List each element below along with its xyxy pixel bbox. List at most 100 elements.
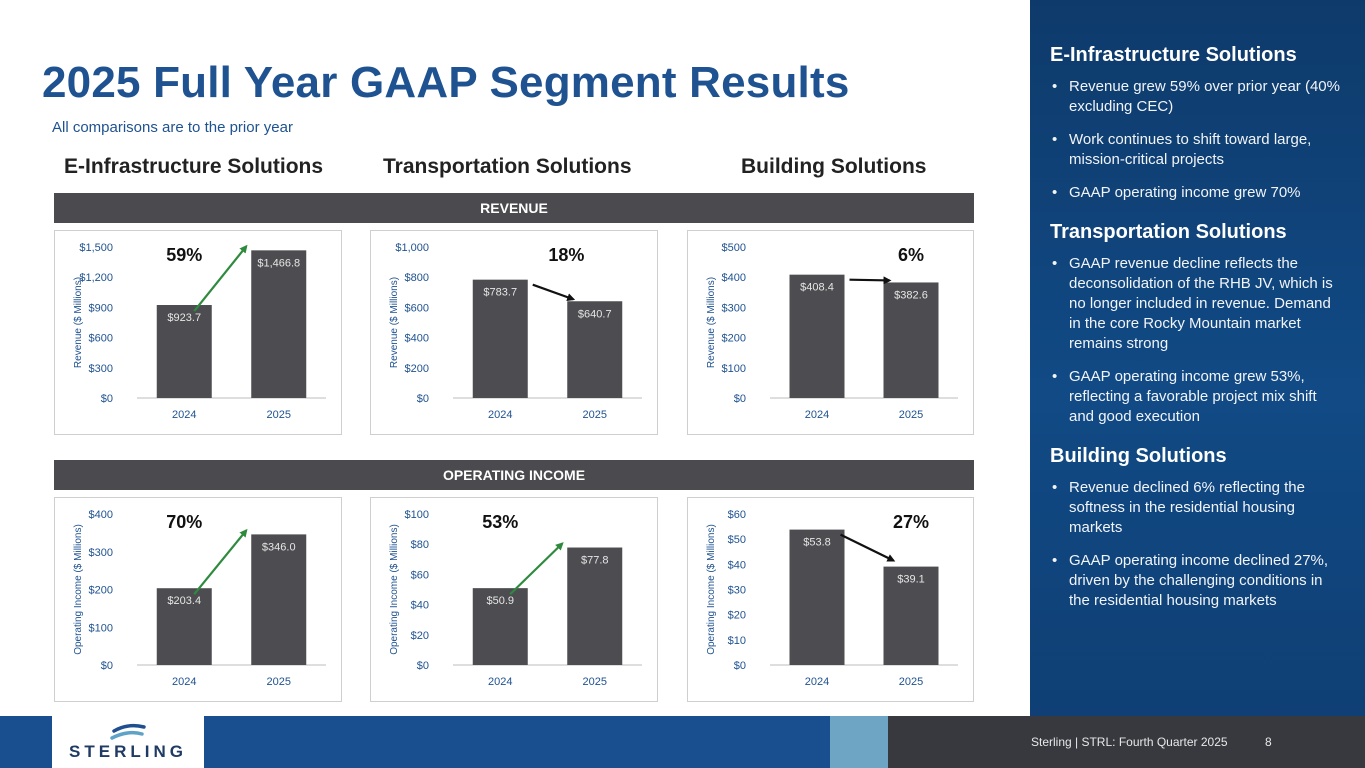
sidebar-bullet: GAAP operating income grew 53%, reflecti… <box>1050 367 1345 427</box>
y-tick-label: $20 <box>411 630 429 642</box>
sidebar-bullet: Work continues to shift toward large, mi… <box>1050 130 1345 170</box>
y-tick-label: $300 <box>89 547 113 559</box>
x-tick-label: 2024 <box>805 409 829 421</box>
y-axis-label: Operating Income ($ Millions) <box>389 524 400 655</box>
footer-bar: STERLING Sterling | STRL: Fourth Quarter… <box>0 716 1365 768</box>
revenue-chart-building: Revenue ($ Millions) $0 $100 $200 $300 $400 $5… <box>687 230 974 435</box>
revenue-band: REVENUE <box>54 193 974 223</box>
data-label-2024: $50.9 <box>486 595 514 607</box>
y-tick-label: $600 <box>405 302 429 314</box>
percent-change-label: 70% <box>166 512 202 532</box>
bar-2025 <box>567 301 623 398</box>
y-tick-label: $300 <box>89 363 113 375</box>
y-tick-label: $200 <box>405 363 429 375</box>
y-tick-label: $100 <box>722 363 746 375</box>
x-tick-label: 2024 <box>488 409 512 421</box>
bar-2024 <box>789 529 845 665</box>
y-tick-label: $900 <box>89 302 113 314</box>
bar-2024 <box>156 588 212 665</box>
revenue-chart-transportation: Revenue ($ Millions) $0 $200 $400 $600 $800 $1… <box>370 230 658 435</box>
sterling-logo: STERLING <box>52 716 204 768</box>
y-axis-label: Revenue ($ Millions) <box>73 277 84 368</box>
y-tick-label: $0 <box>417 660 429 672</box>
revenue-chart-e-infrastructure: Revenue ($ Millions) $0 $300 $600 $900 $1,200… <box>54 230 342 435</box>
increase-arrow <box>193 244 248 312</box>
sidebar-bullet: GAAP operating income declined 27%, driv… <box>1050 551 1345 611</box>
y-axis-label: Revenue ($ Millions) <box>706 277 717 368</box>
commentary-sidebar: E-Infrastructure Solutions Revenue grew … <box>1030 0 1365 716</box>
sidebar-heading: Transportation Solutions <box>1050 221 1287 243</box>
data-label-2025: $39.1 <box>897 574 925 586</box>
y-tick-label: $40 <box>411 600 429 612</box>
operating-income-chart-transportation: Operating Income ($ Millions) $0 $20 $40 $60… <box>370 497 658 702</box>
y-tick-label: $100 <box>89 622 113 634</box>
y-tick-label: $100 <box>405 509 429 521</box>
percent-change-label: 53% <box>482 512 518 532</box>
y-tick-label: $500 <box>722 242 746 254</box>
y-tick-label: $60 <box>728 509 746 521</box>
bar-2025 <box>251 534 307 665</box>
y-tick-label: $1,200 <box>79 272 113 284</box>
logo-wordmark: STERLING <box>69 742 187 761</box>
segment-heading-e-infrastructure: E-Infrastructure Solutions <box>64 155 324 178</box>
operating-income-band: OPERATING INCOME <box>54 460 974 490</box>
y-tick-label: $0 <box>417 393 429 405</box>
x-tick-label: 2024 <box>172 409 196 421</box>
data-label-2024: $53.8 <box>803 537 831 549</box>
bar-2025 <box>567 547 623 665</box>
sidebar-heading: E-Infrastructure Solutions <box>1050 44 1297 66</box>
data-label-2025: $77.8 <box>581 555 609 567</box>
page-number: 8 <box>1265 735 1272 749</box>
bar-2024 <box>156 305 212 398</box>
x-tick-label: 2025 <box>267 409 291 421</box>
percent-change-label: 6% <box>898 245 924 265</box>
x-tick-label: 2025 <box>899 409 923 421</box>
sidebar-section-building: Building Solutions Revenue declined 6% r… <box>1050 445 1345 611</box>
y-tick-label: $300 <box>722 302 746 314</box>
x-tick-label: 2025 <box>583 409 607 421</box>
y-axis-label: Operating Income ($ Millions) <box>73 524 84 655</box>
y-tick-label: $80 <box>411 539 429 551</box>
data-label-2025: $346.0 <box>262 541 296 553</box>
y-tick-label: $50 <box>728 534 746 546</box>
sidebar-section-transportation: Transportation Solutions GAAP revenue de… <box>1050 221 1345 427</box>
bar-2024 <box>472 588 528 665</box>
sidebar-section-e-infrastructure: E-Infrastructure Solutions Revenue grew … <box>1050 44 1345 203</box>
y-tick-label: $10 <box>728 635 746 647</box>
data-label-2024: $408.4 <box>800 282 834 294</box>
y-tick-label: $20 <box>728 610 746 622</box>
bar-2025 <box>251 250 307 398</box>
sidebar-bullet: GAAP operating income grew 70% <box>1050 183 1345 203</box>
y-tick-label: $40 <box>728 559 746 571</box>
increase-arrow <box>193 528 248 595</box>
bar-2025 <box>883 566 939 665</box>
sidebar-bullet: Revenue declined 6% reflecting the softn… <box>1050 478 1345 538</box>
y-tick-label: $0 <box>734 660 746 672</box>
decrease-arrow <box>849 276 892 285</box>
footer-caption: Sterling | STRL: Fourth Quarter 2025 <box>1031 735 1228 749</box>
x-tick-label: 2025 <box>267 676 291 688</box>
y-tick-label: $800 <box>405 272 429 284</box>
sidebar-heading: Building Solutions <box>1050 445 1227 467</box>
decrease-arrow <box>532 283 576 301</box>
y-tick-label: $200 <box>89 585 113 597</box>
x-tick-label: 2024 <box>172 676 196 688</box>
y-tick-label: $1,500 <box>79 242 113 254</box>
sidebar-bullet: GAAP revenue decline reflects the decons… <box>1050 254 1345 354</box>
data-label-2025: $640.7 <box>578 308 612 320</box>
operating-income-chart-e-infrastructure: Operating Income ($ Millions) $0 $100 $200 $… <box>54 497 342 702</box>
decrease-arrow <box>840 533 896 562</box>
sidebar-bullet: Revenue grew 59% over prior year (40% ex… <box>1050 77 1345 117</box>
segment-heading-building: Building Solutions <box>741 155 927 178</box>
y-tick-label: $0 <box>734 393 746 405</box>
y-tick-label: $0 <box>101 660 113 672</box>
y-tick-label: $400 <box>89 509 113 521</box>
increase-arrow <box>509 542 564 595</box>
y-tick-label: $400 <box>722 272 746 284</box>
percent-change-label: 59% <box>166 245 202 265</box>
x-tick-label: 2024 <box>805 676 829 688</box>
x-tick-label: 2025 <box>583 676 607 688</box>
y-tick-label: $0 <box>101 393 113 405</box>
data-label-2025: $1,466.8 <box>257 257 300 269</box>
percent-change-label: 27% <box>893 512 929 532</box>
